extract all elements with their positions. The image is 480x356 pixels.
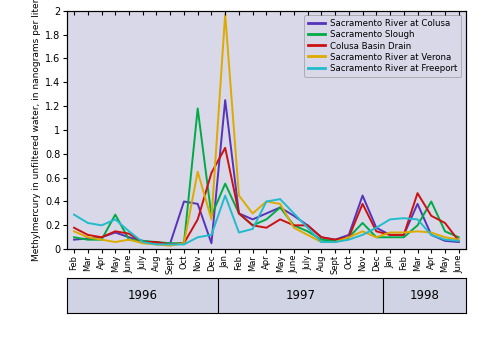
- Text: 1997: 1997: [286, 289, 316, 302]
- Text: 1998: 1998: [409, 289, 439, 302]
- Text: 1996: 1996: [128, 289, 158, 302]
- Legend: Sacramento River at Colusa, Sacramento Slough, Colusa Basin Drain, Sacramento Ri: Sacramento River at Colusa, Sacramento S…: [304, 15, 461, 77]
- Y-axis label: Methylmercury in unfiltered water, in nanograms per liter: Methylmercury in unfiltered water, in na…: [32, 0, 41, 261]
